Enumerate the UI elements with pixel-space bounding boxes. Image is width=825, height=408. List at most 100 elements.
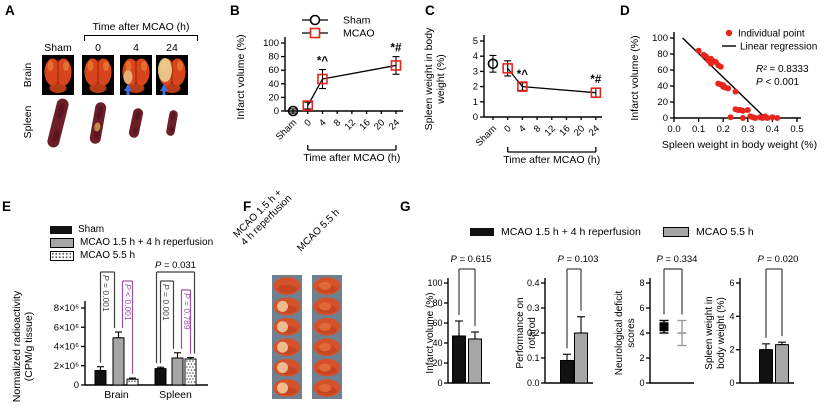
svg-text:20: 20 — [372, 117, 387, 132]
svg-text:Brain: Brain — [104, 389, 129, 401]
svg-text:20: 20 — [657, 97, 668, 108]
row-label-spleen: Spleen — [22, 105, 34, 139]
spleen-photo-24h — [154, 96, 190, 150]
svg-text:Sham: Sham — [343, 15, 371, 27]
svg-text:0.2: 0.2 — [527, 328, 540, 338]
svg-text:Spleen weight in body: Spleen weight in body — [423, 27, 435, 130]
svg-text:Linear regression: Linear regression — [740, 42, 817, 53]
svg-text:2×10⁶: 2×10⁶ — [54, 361, 79, 372]
svg-text:16: 16 — [557, 123, 572, 138]
svg-text:Normalized radioactivity: Normalized radioactivity — [11, 290, 23, 402]
svg-text:0.2: 0.2 — [717, 124, 730, 135]
legend-label: MCAO 5.5 h — [696, 226, 754, 238]
svg-text:40: 40 — [268, 79, 279, 90]
panel-label-b: B — [230, 3, 240, 18]
svg-text:0: 0 — [437, 378, 442, 388]
svg-text:P = 0.031: P = 0.031 — [155, 260, 196, 271]
svg-text:8: 8 — [639, 278, 644, 288]
svg-text:P = 0.001: P = 0.001 — [161, 284, 171, 321]
svg-text:2: 2 — [729, 345, 734, 355]
svg-text:80: 80 — [657, 49, 668, 60]
svg-text:20: 20 — [432, 358, 442, 368]
column-label-4h: 4 — [133, 42, 139, 54]
radioactivity-bar-chart: 0 2×10⁶ 4×10⁶ 6×10⁶ 8×10⁶ Normalized radioact… — [11, 260, 208, 402]
correlation-scatter-chart: 0 20 40 60 80 100 0.0 0.1 0.2 0.3 0.4 0.5 Infarct vo… — [629, 29, 817, 152]
svg-text:16: 16 — [357, 117, 372, 132]
svg-text:0: 0 — [729, 378, 734, 388]
svg-text:0.5: 0.5 — [790, 124, 803, 135]
svg-text:0: 0 — [74, 380, 79, 391]
black-swatch — [470, 228, 494, 236]
legend-label: MCAO 1.5 h + 4 h reperfusion — [80, 237, 214, 248]
svg-text:2: 2 — [639, 353, 644, 363]
svg-text:0.4: 0.4 — [766, 124, 779, 135]
svg-text:60: 60 — [657, 65, 668, 76]
svg-text:Time after MCAO (h): Time after MCAO (h) — [503, 154, 600, 166]
svg-text:4: 4 — [517, 123, 529, 135]
svg-text:24: 24 — [587, 123, 602, 138]
brain-photo-sham — [42, 55, 74, 95]
infarct-volume-bar-chart: 0 20 40 60 80 100 Infarct volume (%) P = 0.615 — [425, 254, 492, 388]
svg-text:4: 4 — [473, 51, 478, 62]
panel-label-d: D — [620, 3, 630, 18]
svg-text:Performance on: Performance on — [515, 297, 526, 368]
svg-text:P = 0.615: P = 0.615 — [451, 254, 492, 265]
column-label-24h: 24 — [166, 42, 178, 54]
gray-swatch — [663, 227, 689, 237]
svg-text:P = 0.103: P = 0.103 — [558, 254, 599, 265]
svg-text:Sham: Sham — [474, 123, 499, 148]
svg-text:MCAO: MCAO — [343, 28, 375, 40]
svg-text:3: 3 — [473, 66, 478, 77]
black-swatch — [50, 225, 72, 234]
spleen-photo-sham — [40, 96, 76, 150]
svg-text:rotarod: rotarod — [527, 317, 538, 349]
svg-text:0: 0 — [663, 113, 668, 124]
svg-text:0: 0 — [274, 106, 279, 117]
svg-text:4×10⁶: 4×10⁶ — [54, 342, 79, 353]
mcao-time-header: Time after MCAO (h) — [92, 21, 190, 33]
legend-item-sham: Sham — [50, 224, 213, 235]
brain-slices-occlusion — [312, 275, 342, 399]
svg-text:12: 12 — [343, 117, 358, 132]
svg-text:0.1: 0.1 — [692, 124, 705, 135]
svg-text:Infarct volume (%): Infarct volume (%) — [235, 34, 247, 119]
column-label-0h: 0 — [95, 42, 101, 54]
gray-swatch — [50, 237, 74, 248]
svg-text:100: 100 — [263, 38, 279, 49]
panel-label-f: F — [243, 199, 252, 214]
strip-label-occlusion: MCAO 5.5 h — [295, 207, 342, 254]
svg-text:6: 6 — [729, 278, 734, 288]
svg-text:*^: *^ — [317, 56, 328, 68]
svg-text:24: 24 — [387, 117, 402, 132]
row-label-brain: Brain — [22, 62, 34, 88]
column-label-sham: Sham — [44, 42, 72, 54]
panel-label-e: E — [2, 199, 12, 214]
spleen-photo-4h — [118, 96, 154, 150]
svg-text:(CPM/g tissue): (CPM/g tissue) — [23, 312, 35, 381]
svg-text:1: 1 — [473, 97, 478, 108]
svg-text:Sham: Sham — [274, 117, 299, 142]
strip-label-line1: MCAO 5.5 h — [295, 207, 342, 254]
svg-text:P = 0.334: P = 0.334 — [657, 254, 698, 265]
svg-text:Time after MCAO (h): Time after MCAO (h) — [303, 152, 400, 164]
legend-item-occlusion: MCAO 5.5 h — [50, 250, 213, 261]
svg-text:6×10⁶: 6×10⁶ — [54, 322, 79, 333]
svg-text:100: 100 — [427, 278, 442, 288]
svg-text:P = 0.789: P = 0.789 — [182, 293, 192, 330]
time-bracket — [84, 35, 198, 41]
svg-text:P < 0.001: P < 0.001 — [123, 284, 133, 321]
svg-text:0.1: 0.1 — [527, 353, 540, 363]
neuro-deficit-chart: 0 2 4 6 8 Neurological deficit scores P = 0.334 — [614, 254, 698, 388]
svg-text:P = 0.001: P = 0.001 — [101, 275, 111, 312]
svg-text:Spleen: Spleen — [159, 389, 192, 401]
svg-text:*#: *# — [590, 74, 601, 86]
svg-text:4: 4 — [317, 117, 329, 129]
svg-text:P = 0.020: P = 0.020 — [758, 254, 799, 265]
panel-label-g: G — [400, 199, 411, 214]
svg-text:8: 8 — [532, 123, 544, 135]
svg-text:Infarct volume (%): Infarct volume (%) — [425, 292, 436, 373]
svg-text:60: 60 — [268, 65, 279, 76]
